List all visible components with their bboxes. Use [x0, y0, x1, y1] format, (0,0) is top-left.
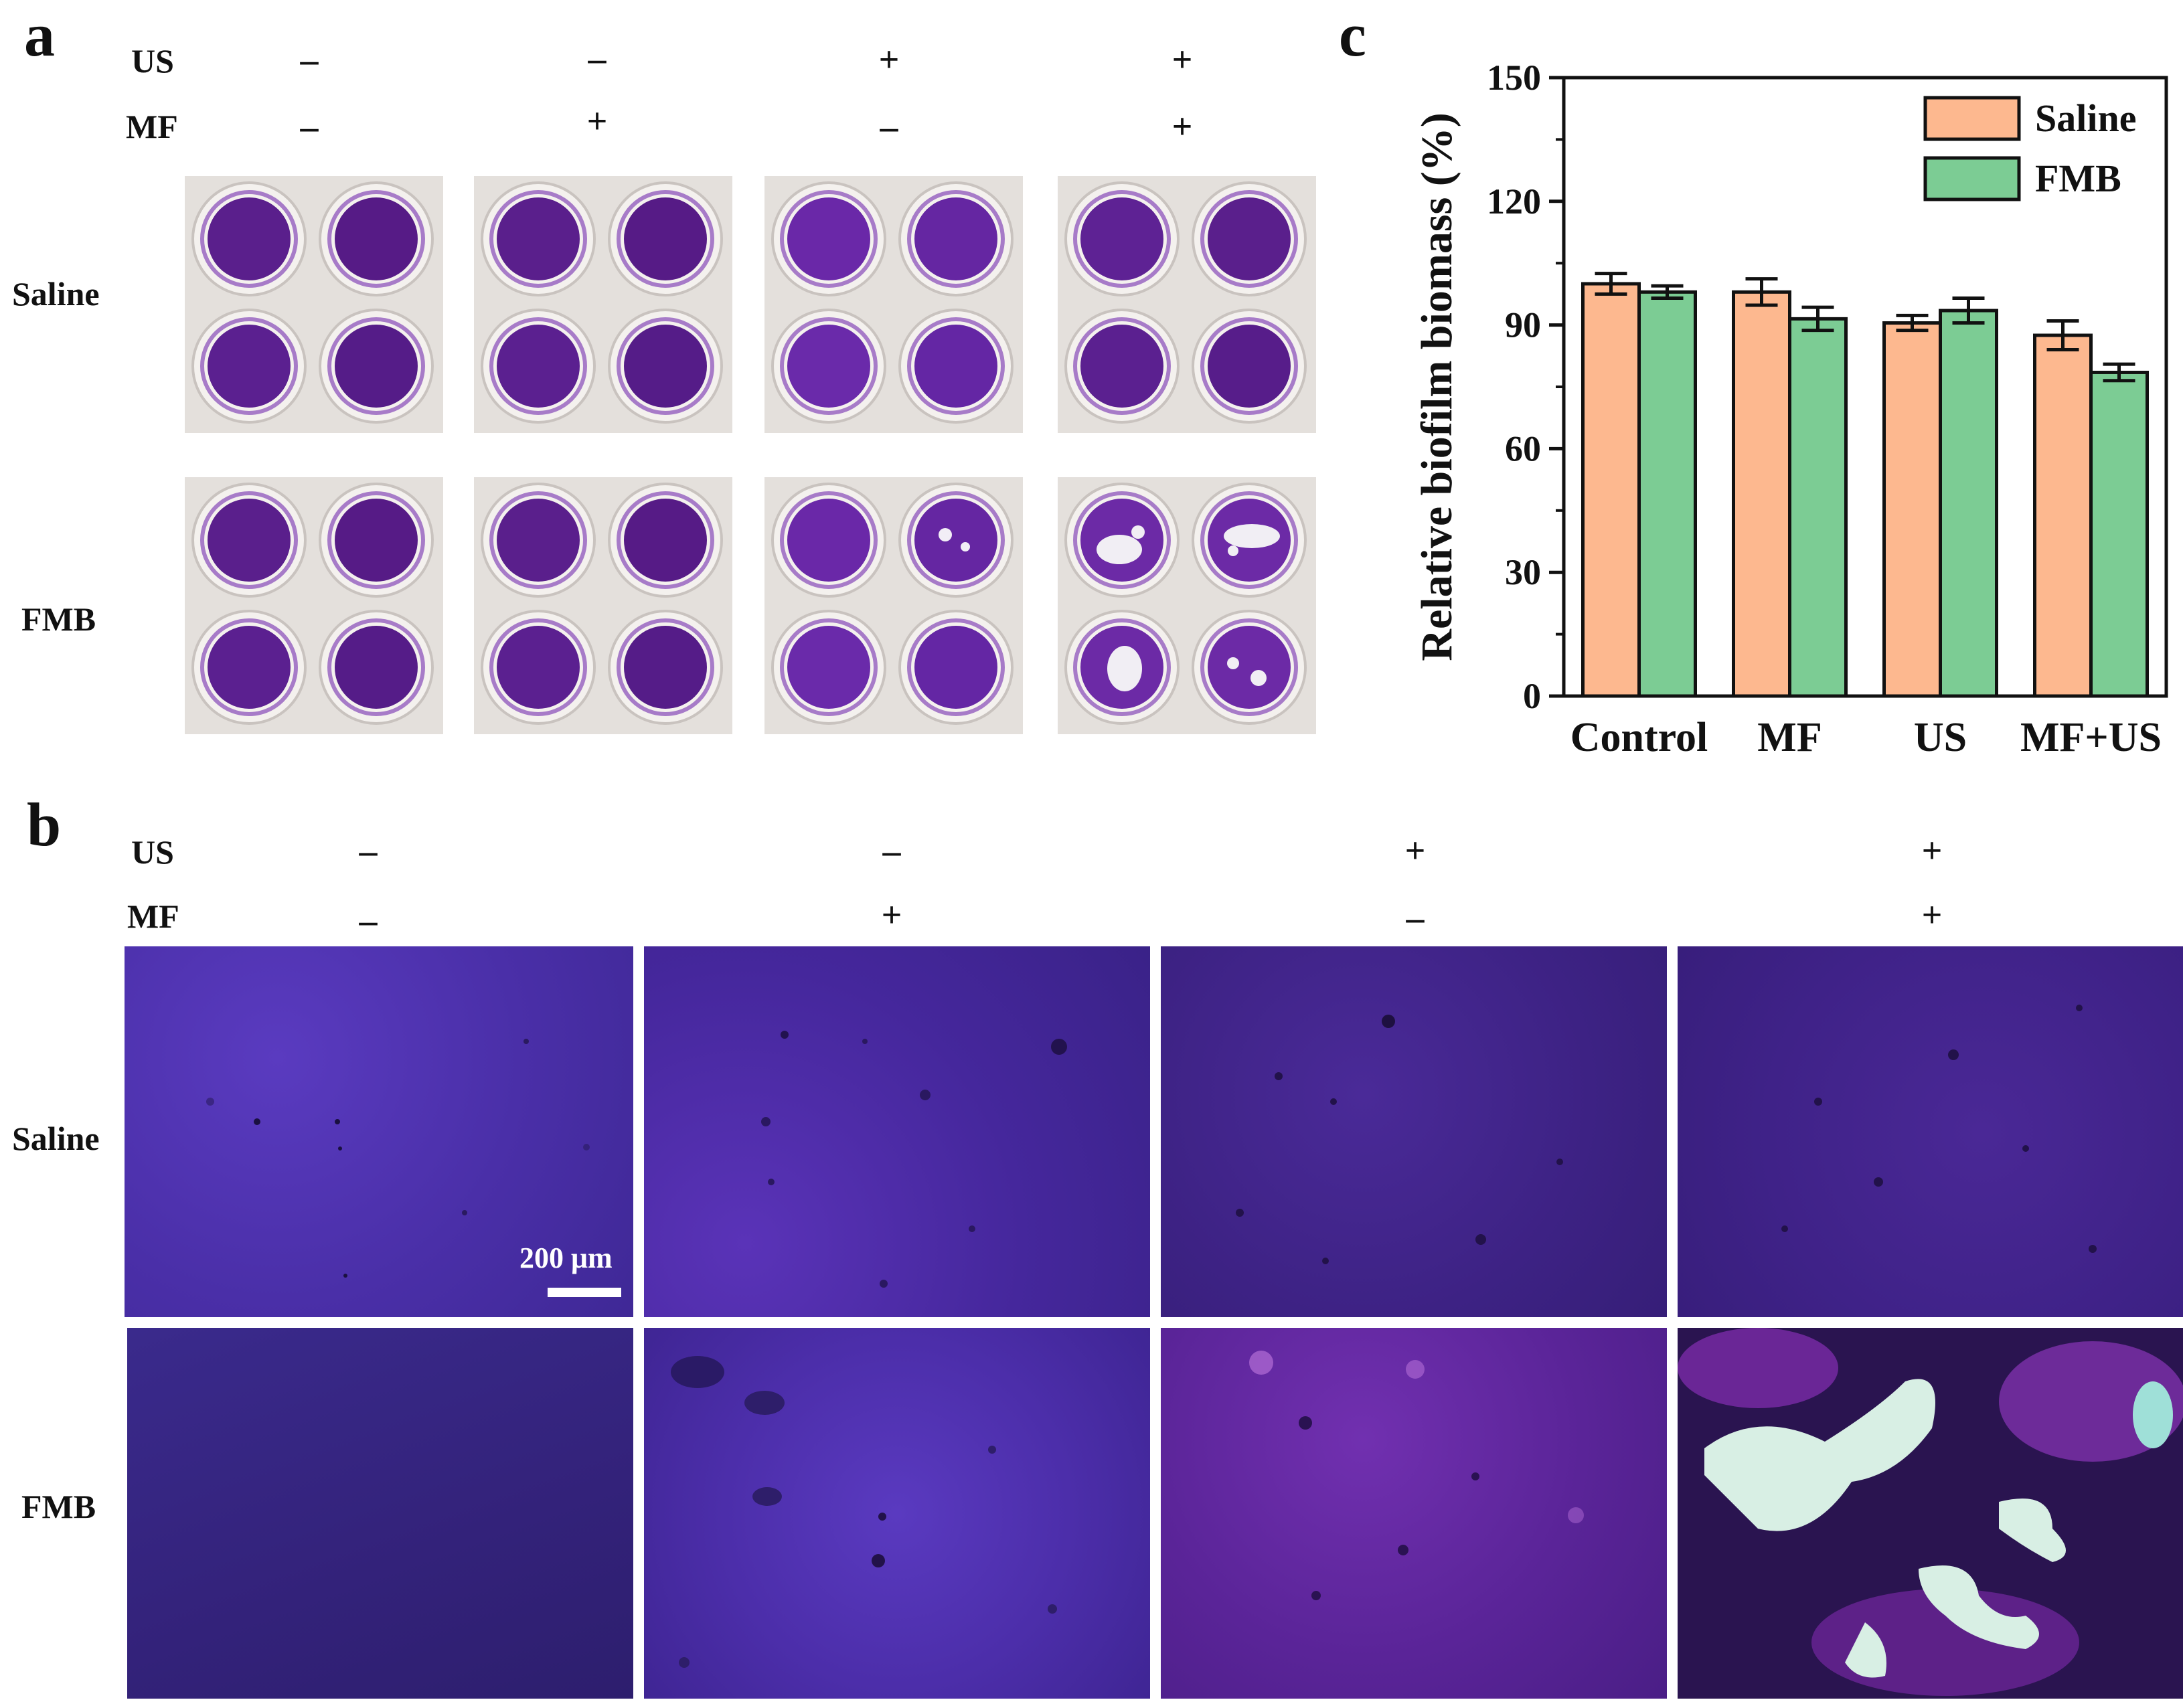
micrograph-image: [644, 946, 1150, 1317]
panel-b-mf-sign-3: –: [1406, 898, 1425, 938]
micrograph-image: [1161, 946, 1667, 1317]
well-plate-image: [474, 176, 732, 433]
micrograph-image: [644, 1328, 1150, 1699]
well-plate-image: [185, 176, 443, 433]
panel-b-letter: b: [27, 790, 62, 859]
bar-chart: 0 30 60 90 120 150 Relative biofilm biomass (%…: [1412, 58, 2168, 760]
bar-fmb-control: [1637, 290, 1697, 698]
bar-saline-us: [1882, 321, 1942, 698]
panel-a-row-label-saline: Saline: [12, 275, 100, 313]
well-plate-image: [764, 176, 1023, 433]
scale-bar-label: 200 μm: [519, 1242, 613, 1274]
panel-c-letter: c: [1339, 1, 1366, 69]
well-plate-image: [185, 477, 443, 734]
micrograph-image: [1161, 1328, 1667, 1699]
well-plate-image: [474, 477, 732, 734]
bar-fmb-mf-plus-us: [2089, 370, 2149, 698]
panel-b-row-label-fmb: FMB: [21, 1488, 96, 1525]
bar-saline-mf: [1732, 290, 1791, 698]
micrograph-image: [127, 1328, 633, 1699]
panel-b-mf-sign-4: +: [1921, 895, 1943, 935]
panel-b-us-sign-2: –: [882, 831, 901, 871]
panel-b-mf-sign-2: +: [881, 895, 902, 935]
well-plate-image: [1058, 477, 1316, 734]
bar-saline-mf-plus-us: [2033, 333, 2093, 698]
y-tick-label: 120: [1487, 181, 1541, 222]
panel-b-us-label: US: [131, 833, 174, 871]
panel-a-letter: a: [24, 1, 55, 69]
x-tick-label: US: [1914, 715, 1967, 760]
y-tick-label: 60: [1505, 428, 1541, 468]
panel-a-mf-sign-1: –: [300, 106, 319, 147]
panel-a-us-sign-3: +: [878, 39, 900, 80]
x-tick-label: MF+US: [2020, 715, 2162, 760]
micrograph-image: [1678, 946, 2183, 1317]
legend-label-fmb: FMB: [2035, 157, 2121, 200]
well-plate-image: [764, 477, 1023, 734]
panel-a-us-sign-2: –: [588, 38, 607, 78]
panel-a-us-label: US: [131, 42, 174, 80]
y-tick-label: 150: [1487, 58, 1541, 98]
y-tick-label: 0: [1523, 676, 1541, 716]
micrograph-image: [1678, 1328, 2183, 1699]
panel-b-mf-label: MF: [127, 898, 179, 935]
panel-b-us-sign-3: +: [1404, 831, 1426, 871]
legend-swatch-fmb: [1923, 156, 2021, 201]
bar-saline-control: [1581, 282, 1641, 698]
panel-b-us-sign-4: +: [1921, 831, 1943, 871]
panel-a-mf-sign-4: +: [1171, 106, 1193, 147]
panel-a-mf-sign-2: +: [586, 101, 608, 141]
y-tick-label: 90: [1505, 305, 1541, 345]
panel-a-row-label-fmb: FMB: [21, 600, 96, 638]
bar-fmb-mf: [1788, 317, 1848, 698]
panel-b-mf-sign-1: –: [359, 900, 378, 940]
panel-a-mf-label: MF: [126, 108, 178, 145]
panel-a-us-sign-4: +: [1171, 39, 1193, 80]
legend-swatch-saline: [1923, 96, 2021, 141]
bar-fmb-us: [1939, 309, 1998, 698]
legend-label-saline: Saline: [2035, 96, 2137, 140]
well-plate-image: [1058, 176, 1316, 433]
y-tick-label: 30: [1505, 552, 1541, 592]
x-tick-label: MF: [1757, 715, 1822, 760]
scale-bar: [548, 1288, 621, 1297]
panel-b-row-label-saline: Saline: [12, 1120, 100, 1157]
micrograph-image: 200 μm: [125, 946, 633, 1317]
panel-a-us-sign-1: –: [300, 39, 319, 80]
x-tick-label: Control: [1570, 715, 1708, 760]
panel-b-us-sign-1: –: [359, 831, 378, 871]
y-axis-label: Relative biofilm biomass (%): [1412, 112, 1461, 661]
panel-a-mf-sign-3: –: [880, 106, 898, 147]
